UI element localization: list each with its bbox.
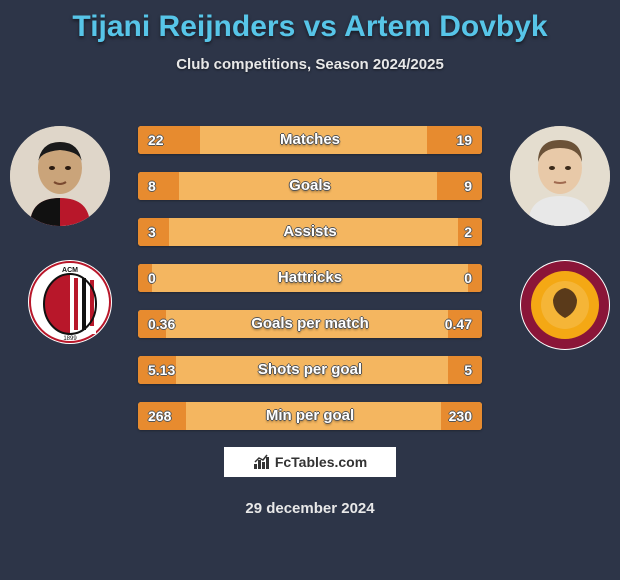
- stat-row: 89Goals: [138, 172, 482, 200]
- player-right-avatar: [510, 126, 610, 226]
- club-left-badge: ACM 1899: [28, 260, 112, 344]
- svg-text:1927: 1927: [557, 331, 573, 338]
- svg-text:1899: 1899: [63, 336, 77, 342]
- comparison-title: Tijani Reijnders vs Artem Dovbyk: [0, 0, 620, 44]
- stat-row: 2219Matches: [138, 126, 482, 154]
- stat-label: Goals: [138, 172, 482, 200]
- player-left-avatar: [10, 126, 110, 226]
- stat-row: 00Hattricks: [138, 264, 482, 292]
- stat-label: Hattricks: [138, 264, 482, 292]
- stat-row: 0.360.47Goals per match: [138, 310, 482, 338]
- comparison-subtitle: Club competitions, Season 2024/2025: [0, 56, 620, 73]
- stat-row: 5.135Shots per goal: [138, 356, 482, 384]
- stat-label: Matches: [138, 126, 482, 154]
- stat-row: 32Assists: [138, 218, 482, 246]
- comparison-date: 29 december 2024: [0, 500, 620, 517]
- chart-icon: [253, 454, 271, 470]
- footer-label: FcTables.com: [275, 454, 367, 470]
- svg-text:ROMA: ROMA: [553, 273, 578, 282]
- stat-row: 268230Min per goal: [138, 402, 482, 430]
- footer-attribution: FcTables.com: [223, 446, 397, 478]
- stat-label: Assists: [138, 218, 482, 246]
- svg-text:ACM: ACM: [62, 267, 78, 274]
- stat-label: Min per goal: [138, 402, 482, 430]
- stat-label: Goals per match: [138, 310, 482, 338]
- club-right-badge: ROMA 1927: [520, 260, 610, 350]
- stat-label: Shots per goal: [138, 356, 482, 384]
- comparison-bars: 2219Matches 89Goals 32Assists 00Hattricks 0.…: [138, 126, 482, 448]
